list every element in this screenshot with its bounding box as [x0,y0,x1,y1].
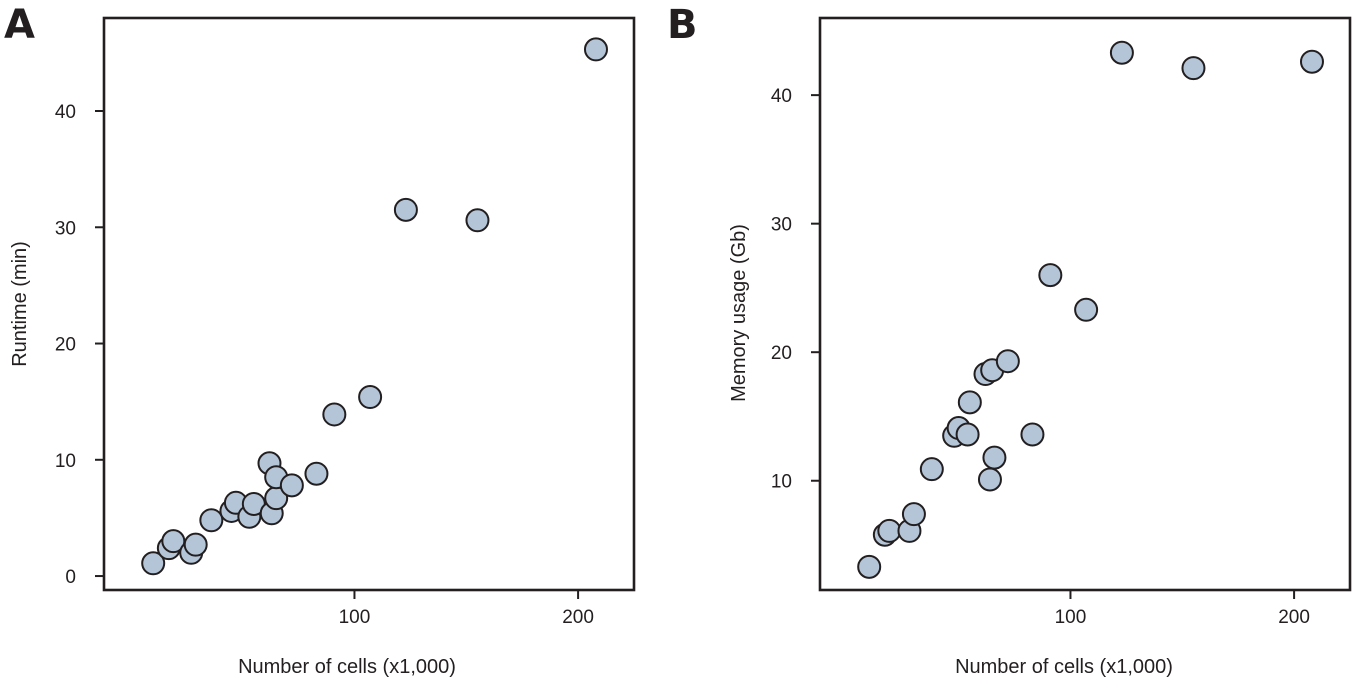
scatter-point [957,390,982,415]
y-axis-label-a: Runtime (min) [9,241,31,367]
scatter-point [1299,49,1324,74]
tick-group-a: 100 200 0 10 20 30 40 [55,102,594,628]
scatter-point [995,349,1020,374]
scatter-point [358,385,383,410]
y-axis-label-b: Memory usage (Gb) [728,224,750,402]
scatter-point [304,461,329,486]
y-tick-label: 40 [771,86,792,107]
scatter-point [1020,422,1045,447]
scatter-point [1181,56,1206,81]
plot-frame-b [818,16,1352,592]
y-tick-label: 30 [771,215,792,236]
y-tick-label: 0 [65,567,76,588]
scatter-point [1038,263,1063,288]
x-tick-label: 200 [562,607,594,628]
scatter-point [183,532,208,557]
scatter-point [141,551,166,576]
scatter-point [982,445,1007,470]
x-axis-label-b: Number of cells (x1,000) [955,656,1173,678]
y-tick-label: 40 [55,102,76,123]
x-tick-label: 100 [1055,607,1087,628]
panel-b: B 100 200 10 20 30 40 Number of cells (x1,000… [667,2,1352,678]
scatter-point [901,502,926,527]
scatter-point [1109,40,1134,65]
scatter-point [199,508,224,533]
scatter-point [322,402,347,427]
x-axis-label-a: Number of cells (x1,000) [238,656,456,678]
scatter-point [279,473,304,498]
x-tick-label: 100 [339,607,371,628]
scatter-point [977,467,1002,492]
y-tick-label: 30 [55,218,76,239]
points-group-a [141,37,608,576]
y-tick-label: 20 [55,335,76,356]
tick-group-b: 100 200 10 20 30 40 [771,86,1310,628]
scatter-point [465,208,490,233]
y-tick-label: 20 [771,343,792,364]
scatter-point [877,518,902,543]
points-group-b [857,40,1324,579]
scatter-point [1074,297,1099,322]
plot-frame-a [102,16,636,592]
y-tick-label: 10 [55,451,76,472]
panel-letter-a: A [4,2,35,48]
y-tick-label: 10 [771,472,792,493]
scatter-point [955,422,980,447]
panel-letter-b: B [667,2,698,48]
scatter-point [919,457,944,482]
scatter-point [857,554,882,579]
scatter-point [583,37,608,62]
panel-a: A 100 200 0 10 20 30 40 Number of cells (x1,00… [4,2,636,678]
scatter-point [393,197,418,222]
x-tick-label: 200 [1278,607,1310,628]
